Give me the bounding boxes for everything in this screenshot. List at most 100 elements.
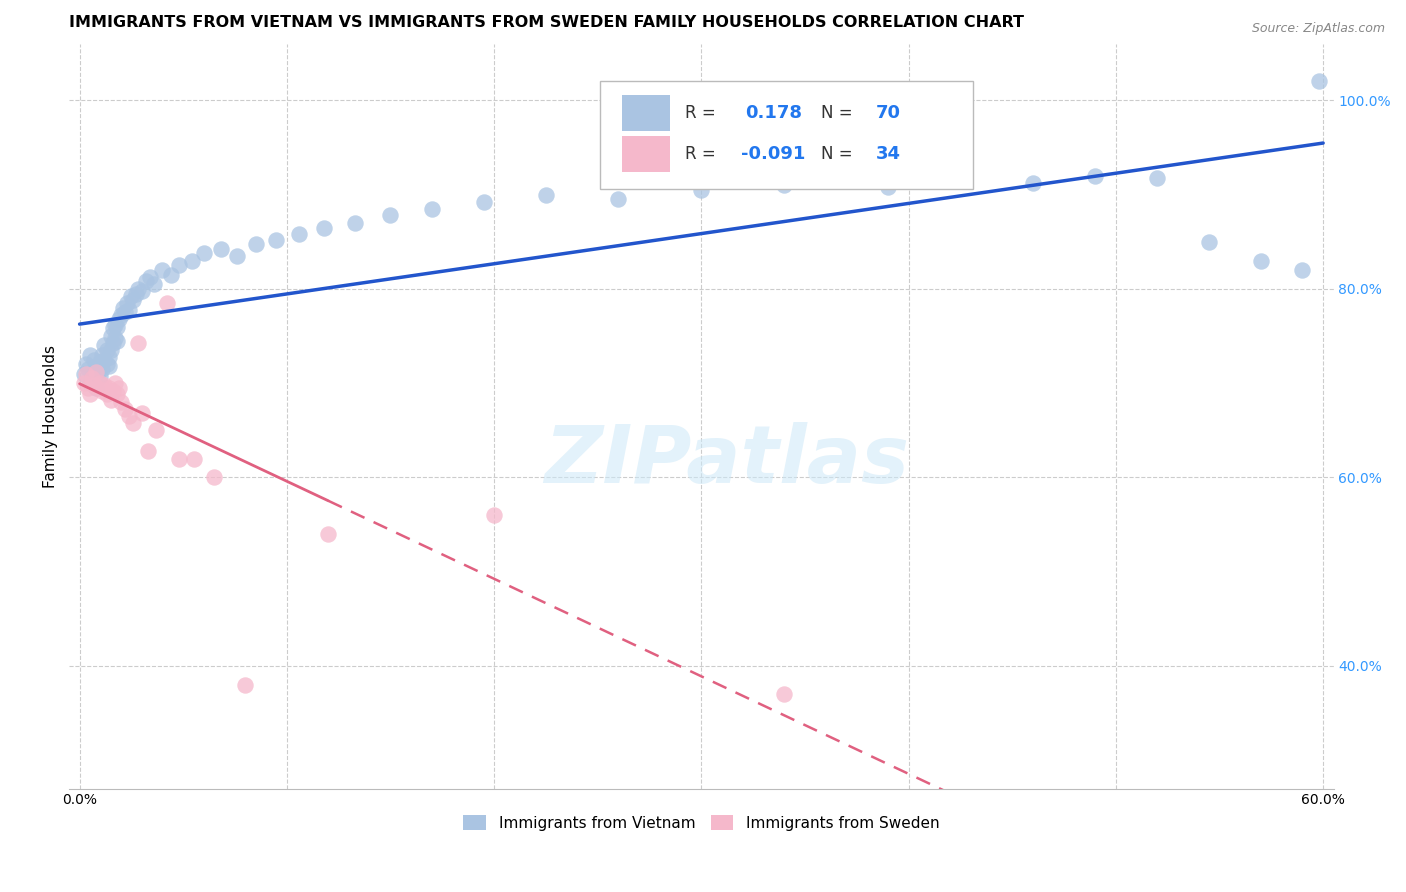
Point: [266, 233, 288, 247]
Point: [96, 387, 118, 401]
Point: [1291, 263, 1313, 277]
Point: [131, 406, 153, 420]
Point: [380, 208, 402, 222]
Point: [110, 308, 132, 322]
Point: [83, 352, 105, 367]
Point: [83, 378, 105, 392]
Point: [80, 371, 103, 385]
Point: [344, 216, 367, 230]
Point: [101, 321, 124, 335]
Point: [89, 355, 111, 369]
Point: [79, 387, 101, 401]
Point: [93, 352, 115, 367]
Point: [97, 350, 120, 364]
Point: [118, 302, 141, 317]
Point: [77, 381, 100, 395]
Point: [114, 402, 136, 417]
Point: [180, 253, 202, 268]
Point: [87, 381, 110, 395]
Point: [318, 527, 340, 541]
Point: [314, 220, 336, 235]
Point: [167, 451, 190, 466]
Text: N =: N =: [821, 104, 858, 122]
Point: [101, 336, 124, 351]
FancyBboxPatch shape: [600, 81, 973, 189]
Point: [1198, 235, 1220, 249]
Point: [117, 296, 139, 310]
Text: R =: R =: [685, 104, 721, 122]
Point: [91, 348, 114, 362]
Point: [100, 393, 122, 408]
Point: [80, 371, 103, 385]
Point: [534, 187, 557, 202]
Text: IMMIGRANTS FROM VIETNAM VS IMMIGRANTS FROM SWEDEN FAMILY HOUSEHOLDS CORRELATION : IMMIGRANTS FROM VIETNAM VS IMMIGRANTS FR…: [69, 15, 1024, 30]
Point: [110, 395, 132, 409]
Point: [245, 236, 267, 251]
Point: [108, 381, 131, 395]
Point: [112, 301, 135, 315]
Point: [120, 289, 142, 303]
Point: [79, 376, 101, 390]
Point: [73, 367, 96, 381]
Point: [202, 470, 225, 484]
Point: [105, 334, 128, 348]
Point: [939, 172, 962, 186]
Point: [122, 416, 145, 430]
Text: 34: 34: [876, 145, 901, 163]
Point: [152, 263, 174, 277]
Point: [877, 180, 900, 194]
Text: N =: N =: [821, 145, 858, 163]
Bar: [621, 136, 669, 172]
Text: -0.091: -0.091: [741, 145, 806, 163]
Point: [773, 687, 796, 701]
Point: [1084, 169, 1107, 183]
Text: 70: 70: [876, 104, 901, 122]
Point: [97, 359, 120, 373]
Point: [136, 444, 159, 458]
Point: [97, 381, 120, 395]
Point: [139, 270, 162, 285]
Point: [84, 359, 107, 373]
Point: [104, 376, 127, 390]
Point: [77, 362, 100, 376]
Point: [91, 362, 114, 376]
Text: ZIPatlas: ZIPatlas: [544, 422, 910, 500]
Point: [135, 274, 157, 288]
Point: [108, 312, 131, 326]
Point: [124, 286, 146, 301]
Point: [87, 365, 110, 379]
Point: [145, 423, 167, 437]
Text: R =: R =: [685, 145, 721, 163]
Text: Source: ZipAtlas.com: Source: ZipAtlas.com: [1251, 22, 1385, 36]
Point: [1146, 170, 1168, 185]
Point: [89, 376, 111, 390]
Point: [75, 367, 97, 381]
Point: [75, 357, 97, 371]
Point: [93, 338, 115, 352]
Point: [1250, 253, 1272, 268]
Point: [105, 387, 128, 401]
Point: [193, 246, 215, 260]
Point: [226, 249, 249, 263]
Point: [114, 305, 136, 319]
Point: [105, 319, 128, 334]
Point: [127, 336, 149, 351]
Text: 0.178: 0.178: [745, 104, 803, 122]
Point: [183, 451, 205, 466]
Point: [84, 365, 107, 379]
Point: [235, 678, 257, 692]
Point: [1308, 74, 1330, 88]
Point: [122, 293, 145, 307]
Legend: Immigrants from Vietnam, Immigrants from Sweden: Immigrants from Vietnam, Immigrants from…: [457, 808, 945, 837]
Point: [773, 178, 796, 193]
Point: [127, 282, 149, 296]
Point: [89, 368, 111, 383]
Point: [288, 227, 311, 241]
Point: [91, 384, 114, 398]
Point: [96, 357, 118, 371]
Point: [93, 378, 115, 392]
Bar: [621, 95, 669, 131]
Point: [482, 508, 505, 522]
Point: [104, 331, 127, 345]
Y-axis label: Family Households: Family Households: [44, 344, 58, 488]
